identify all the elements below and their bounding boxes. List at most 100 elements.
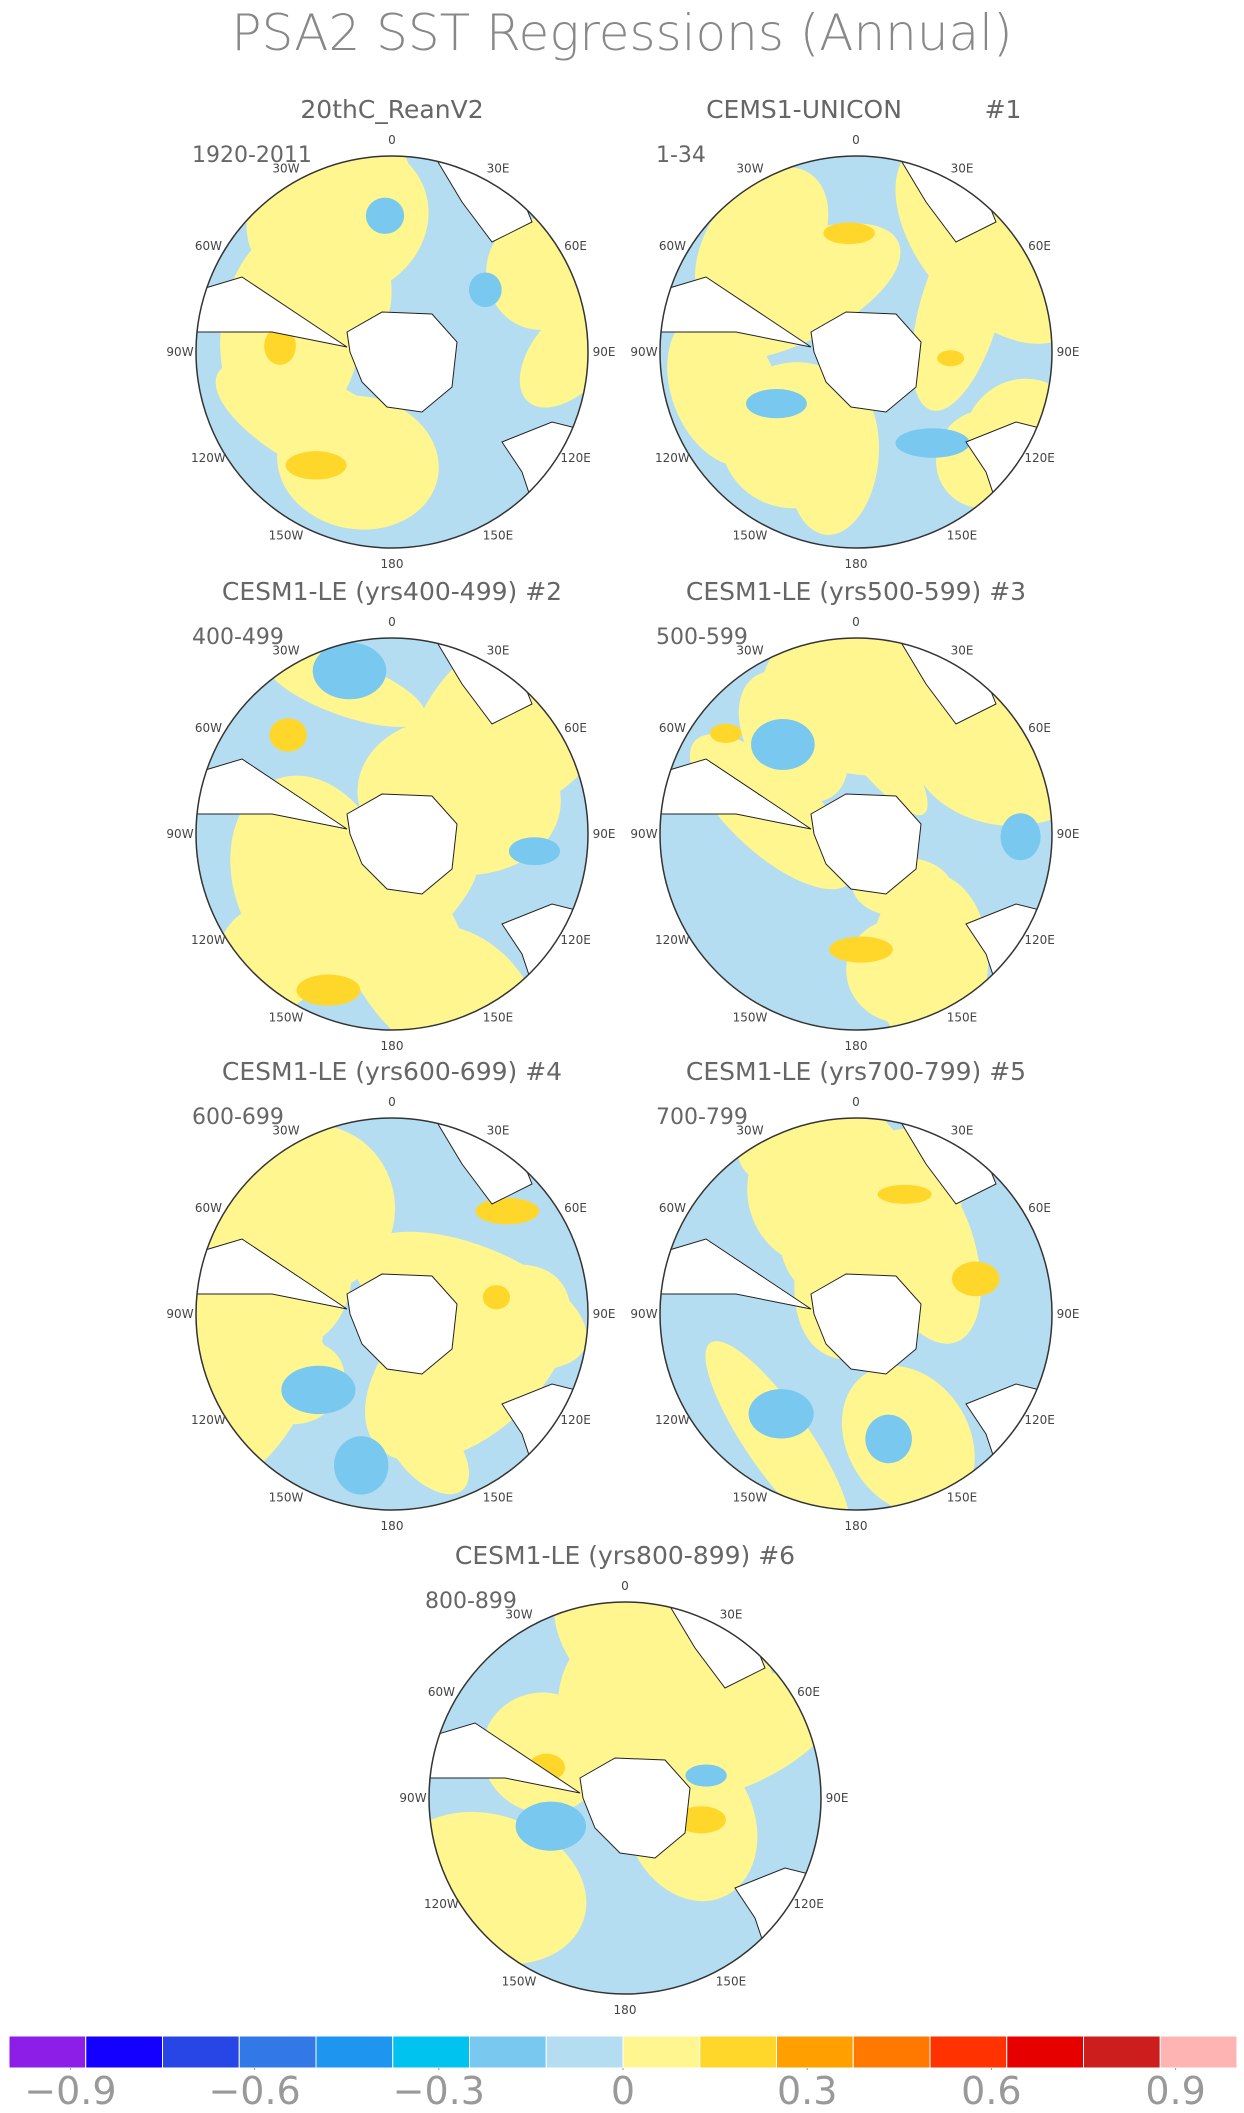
colorbar-label: −0.3 bbox=[393, 2069, 485, 2113]
strong-positive bbox=[296, 974, 361, 1006]
negative-region bbox=[865, 1414, 912, 1464]
longitude-label: 120W bbox=[191, 451, 226, 465]
longitude-label: 180 bbox=[845, 1039, 868, 1053]
negative-region bbox=[468, 272, 502, 308]
longitude-label: 90W bbox=[399, 1791, 426, 1805]
main-title: PSA2 SST Regressions (Annual) bbox=[231, 4, 1012, 62]
antarctica bbox=[810, 793, 922, 895]
antarctica bbox=[579, 1757, 691, 1859]
longitude-label: 0 bbox=[852, 133, 860, 147]
land bbox=[660, 758, 812, 830]
panel-title: 20thC_ReanV2 bbox=[300, 95, 483, 124]
colorbar-box bbox=[238, 2035, 317, 2069]
negative-region bbox=[334, 1436, 389, 1495]
longitude-label: 60W bbox=[195, 1201, 222, 1215]
strong-positive bbox=[269, 718, 307, 752]
longitude-label: 150W bbox=[502, 1975, 537, 1989]
land bbox=[196, 758, 348, 830]
period-label: 1920-2011 bbox=[192, 143, 312, 168]
positive-region bbox=[327, 835, 478, 1030]
longitude-label: 30W bbox=[272, 643, 299, 657]
longitude-label: 30E bbox=[951, 643, 974, 657]
colorbar-box bbox=[315, 2035, 394, 2069]
longitude-label: 180 bbox=[845, 1519, 868, 1533]
panel-title: CESM1-LE (yrs800-899) #6 bbox=[455, 1541, 795, 1570]
panel-title: CESM1-LE (yrs500-599) #3 bbox=[686, 577, 1026, 606]
longitude-label: 150W bbox=[269, 1011, 304, 1025]
longitude-label: 60E bbox=[1028, 721, 1051, 735]
longitude-label: 120E bbox=[793, 1897, 824, 1911]
longitude-label: 150W bbox=[733, 1491, 768, 1505]
colorbar-label: 0.9 bbox=[1145, 2069, 1205, 2113]
longitude-label: 120E bbox=[560, 451, 591, 465]
longitude-label: 30W bbox=[736, 643, 763, 657]
longitude-label: 150E bbox=[483, 1491, 514, 1505]
longitude-label: 180 bbox=[381, 1039, 404, 1053]
positive-region bbox=[277, 395, 439, 530]
antarctica bbox=[810, 1273, 922, 1375]
longitude-label: 90E bbox=[593, 827, 616, 841]
map-border bbox=[659, 1117, 1053, 1511]
colorbar-box bbox=[699, 2035, 777, 2069]
strong-positive bbox=[829, 936, 893, 963]
longitude-label: 120W bbox=[655, 933, 690, 947]
map-border bbox=[659, 637, 1053, 1031]
longitude-label: 120E bbox=[1024, 933, 1055, 947]
longitude-label: 180 bbox=[381, 1519, 404, 1533]
antarctica bbox=[810, 311, 922, 413]
longitude-label: 150W bbox=[733, 529, 768, 543]
longitude-label: 150W bbox=[269, 529, 304, 543]
colorbar-box bbox=[162, 2035, 240, 2069]
negative-region bbox=[515, 1801, 587, 1851]
strong-positive bbox=[475, 1197, 540, 1225]
longitude-label: 150E bbox=[947, 1491, 978, 1505]
longitude-label: 90W bbox=[630, 345, 657, 359]
longitude-label: 90E bbox=[1057, 1307, 1080, 1321]
longitude-label: 150E bbox=[483, 1011, 514, 1025]
longitude-label: 60W bbox=[659, 239, 686, 253]
negative-region bbox=[685, 1764, 727, 1787]
strong-positive bbox=[951, 1261, 1000, 1297]
map-border bbox=[195, 1117, 589, 1511]
positive-region bbox=[705, 1341, 851, 1510]
longitude-label: 30E bbox=[487, 1123, 510, 1137]
longitude-label: 120W bbox=[191, 1413, 226, 1427]
antarctica bbox=[346, 793, 458, 895]
longitude-label: 30E bbox=[487, 643, 510, 657]
strong-positive bbox=[877, 1184, 932, 1204]
colorbar-box bbox=[852, 2035, 931, 2069]
longitude-label: 60W bbox=[195, 721, 222, 735]
colorbar-box bbox=[776, 2035, 854, 2069]
longitude-label: 90E bbox=[826, 1791, 849, 1805]
negative-region bbox=[365, 197, 405, 234]
land bbox=[660, 276, 812, 348]
longitude-label: 30E bbox=[951, 161, 974, 175]
negative-region bbox=[508, 837, 561, 866]
longitude-label: 30W bbox=[272, 1123, 299, 1137]
longitude-label: 120W bbox=[655, 1413, 690, 1427]
longitude-label: 120W bbox=[424, 1897, 459, 1911]
colorbar-box bbox=[1159, 2035, 1238, 2069]
longitude-label: 60E bbox=[564, 721, 587, 735]
longitude-label: 30E bbox=[487, 161, 510, 175]
strong-positive bbox=[676, 1806, 726, 1834]
panel-number: #1 bbox=[985, 95, 1022, 124]
longitude-label: 120E bbox=[1024, 451, 1055, 465]
longitude-label: 90E bbox=[593, 345, 616, 359]
land bbox=[660, 1238, 812, 1310]
map bbox=[660, 638, 1052, 1030]
longitude-label: 90W bbox=[630, 1307, 657, 1321]
land bbox=[429, 1722, 581, 1794]
longitude-label: 150E bbox=[483, 529, 514, 543]
longitude-label: 0 bbox=[388, 1095, 396, 1109]
colorbar-label: −0.9 bbox=[24, 2069, 116, 2113]
colorbar-label: 0.3 bbox=[777, 2069, 837, 2113]
longitude-label: 90W bbox=[166, 1307, 193, 1321]
antarctica bbox=[346, 311, 458, 413]
period-label: 800-899 bbox=[425, 1589, 517, 1614]
longitude-label: 180 bbox=[614, 2003, 637, 2017]
period-label: 500-599 bbox=[656, 625, 748, 650]
land bbox=[196, 1238, 348, 1310]
map bbox=[196, 638, 588, 1030]
